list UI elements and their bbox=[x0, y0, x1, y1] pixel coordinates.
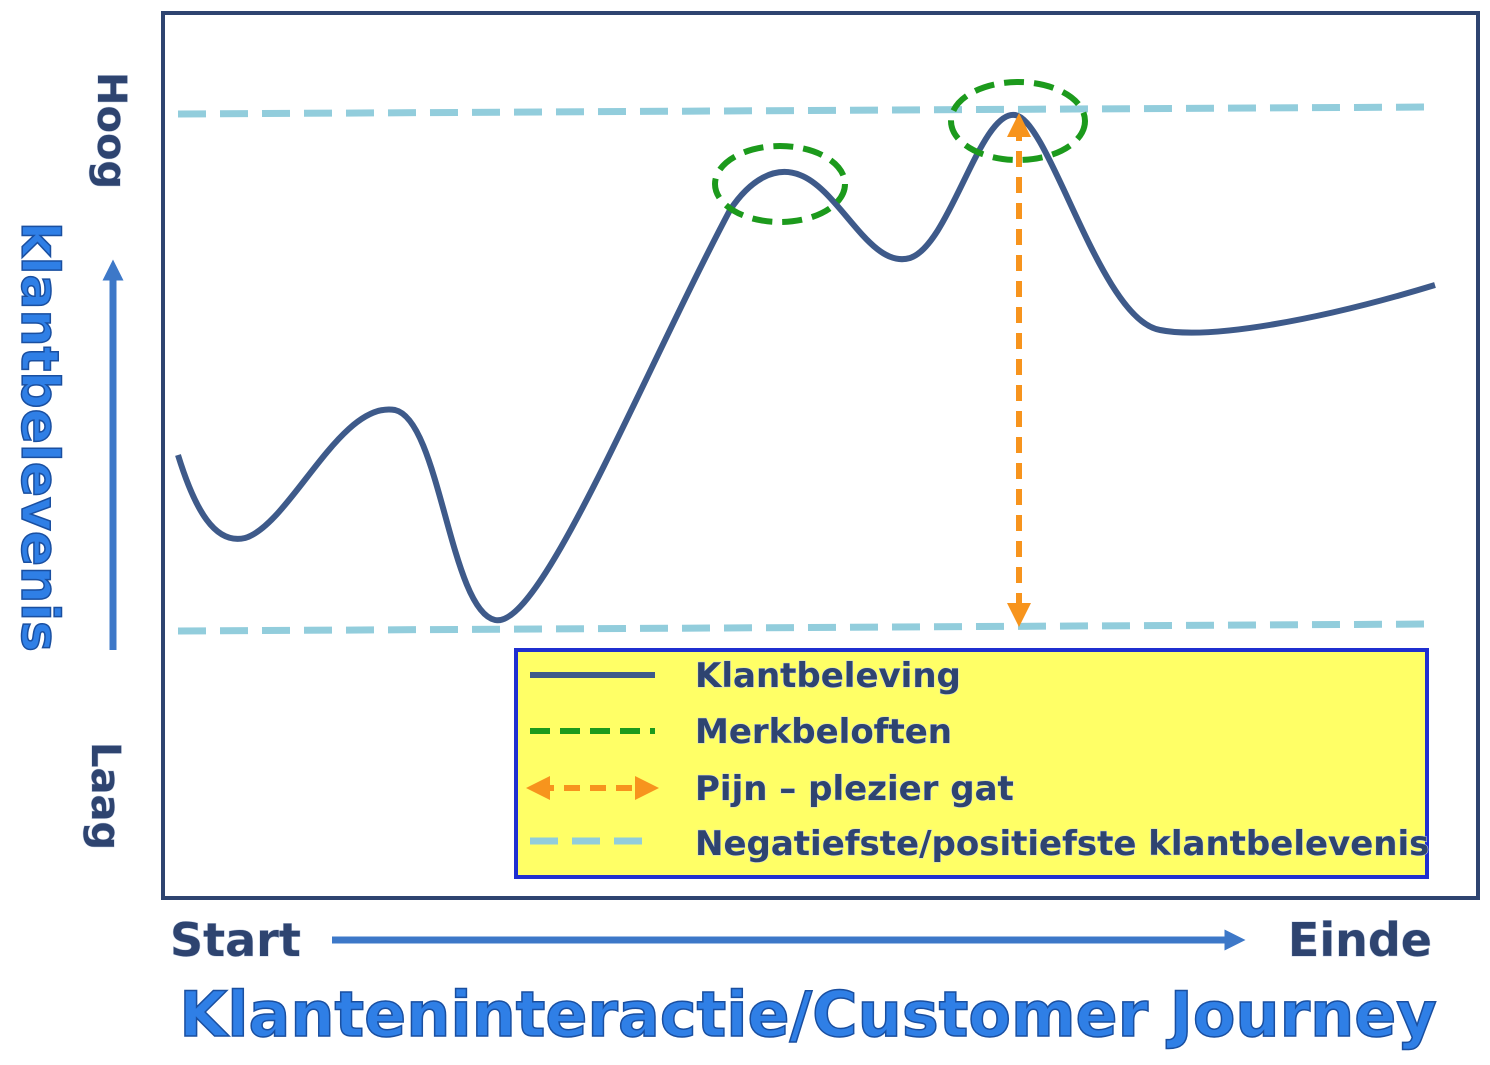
y-high: Hoog bbox=[88, 72, 134, 189]
x-label: Klanteninteractie/Customer Journey bbox=[179, 978, 1437, 1051]
legend-label: Merkbeloften bbox=[695, 712, 952, 752]
legend-label: Negatiefste/positiefste klantbelevenis bbox=[695, 824, 1429, 864]
legend-label: Pijn – plezier gat bbox=[695, 769, 1014, 809]
y-low: Laag bbox=[82, 742, 128, 850]
y-label: klantbelevenis bbox=[9, 222, 69, 652]
promise-ellipse bbox=[712, 143, 848, 225]
promise-ellipse bbox=[948, 79, 1088, 163]
legend bbox=[514, 648, 1429, 879]
legend-label: Klantbeleving bbox=[695, 656, 961, 696]
x-end: Einde bbox=[1288, 913, 1432, 967]
experience-curve bbox=[175, 112, 1436, 624]
x-start: Start bbox=[170, 913, 301, 967]
